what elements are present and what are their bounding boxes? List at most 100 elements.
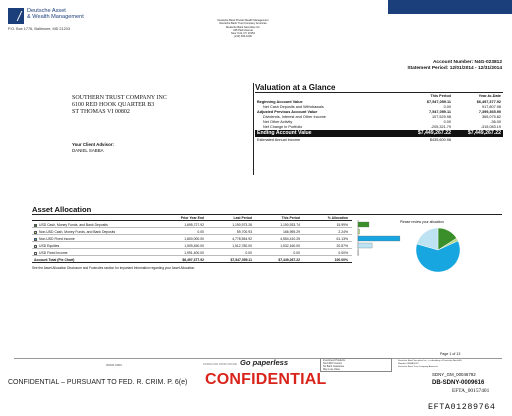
allocation-chart [357, 220, 461, 273]
page-number: Page 1 of 13 [440, 352, 461, 356]
logo-line1: Deutsche Asset [27, 8, 66, 14]
bank-line: 345 Park Avenue [233, 28, 253, 32]
col-year-to-date: Year-to-Date [478, 94, 501, 98]
allocation-bar [357, 235, 401, 242]
allocation-this: 166,959.29 [283, 230, 300, 234]
valuation-label: Ending Account Value [257, 130, 312, 136]
valuation-label: Dividends, Interest and Other Income [263, 115, 326, 119]
account-info: Account Number: N4G-023812 Statement Per… [330, 60, 502, 72]
allocation-total-row: Account Total (Pie Chart) $6,497,377.92 $7… [32, 257, 352, 263]
bank-address-block: Deutsche Bank Private Wealth Management … [202, 19, 284, 39]
allocation-row: Non-USD Cash, Money Funds, and Bank Depo… [32, 229, 352, 235]
allocation-total-last: $7,547,059.11 [230, 258, 253, 262]
valuation-label: Estimated Annual Income [257, 138, 301, 142]
allocation-this: 0.00 [293, 251, 300, 255]
bates-sdny-gm: SDNY_GM_00046792 [432, 372, 476, 377]
allocation-this: 1,190,933.74 [280, 223, 300, 227]
address-line2: ST THOMAS VI 00802 [72, 109, 130, 116]
valuation-label: Net Change in Portfolio [263, 125, 303, 129]
legend-swatch-icon [34, 251, 37, 255]
allocation-prior: 1,509,450.00 [184, 244, 204, 248]
allocation-last: 1,512,780.00 [232, 244, 252, 248]
allocation-total-this: $7,449,267.22 [278, 258, 300, 262]
bates-db-sdny: DB-SDNY-0009616 [432, 380, 485, 386]
valuation-title: Valuation at a Glance [255, 83, 336, 92]
valuation-this-period: 0.00 [443, 105, 451, 109]
footer-rule [14, 358, 502, 359]
paperless-caption: DOWNLOAD FROM ONLINE [203, 363, 238, 366]
allocation-pct: 2.24% [338, 230, 348, 234]
investment-disclosure-box: Investment Products: Not FDIC Insured No… [320, 358, 392, 372]
allocation-this: 4,554,410.25 [280, 237, 300, 241]
header-blue-band [388, 0, 512, 14]
valuation-ytd: 7,399,365.90 [478, 110, 501, 114]
confidential-legend: CONFIDENTIAL – PURSUANT TO FED. R. CRIM.… [8, 379, 188, 386]
asset-allocation-title: Asset Allocation [32, 205, 92, 214]
valuation-divider [253, 83, 254, 175]
address-name: SOUTHERN TRUST COMPANY INC [72, 95, 167, 101]
allocation-label: Non-USD Fixed Income [34, 236, 75, 242]
pie-slice [416, 227, 439, 251]
valuation-row: Net Other Activity 0.00 -36.00 [255, 120, 503, 125]
allocation-last: 1,190,973.26 [232, 223, 252, 227]
valuation-this-period: 0.00 [443, 120, 451, 124]
legal-line: Deutsche Bank Trust Company Americas [398, 365, 438, 368]
allocation-total-pct: 100.00% [334, 258, 348, 262]
allocation-bar [357, 249, 359, 256]
valuation-ytd: -315,083.19 [480, 125, 501, 129]
deutsche-bank-logo-icon [8, 8, 24, 24]
allocation-pct: 0.00% [338, 251, 348, 255]
allocation-label-text: USD Fixed Income [39, 251, 68, 255]
valuation-row: Dividends, Interest and Other Income 107,… [255, 115, 503, 120]
allocation-label: Non-USD Cash, Money Funds, and Bank Depo… [34, 229, 115, 235]
valuation-this-period: 107,529.98 [431, 115, 451, 119]
disclosure-line: Not FDIC Insured [323, 362, 342, 365]
legal-line: Member FINRA/SIPC [398, 362, 419, 365]
pie-slice [415, 240, 461, 273]
legal-line: Deutsche Bank Securities Inc., a subsidi… [398, 360, 462, 362]
bates-efta: EFTA01289764 [428, 402, 496, 412]
col-pct-allocation: % Allocation [327, 216, 348, 220]
allocation-last: 4,778,554.92 [232, 237, 252, 241]
allocation-bar [357, 228, 360, 235]
statement-period: Statement Period: 12/01/2014 - 12/31/201… [407, 66, 502, 72]
asset-allocation-rule [32, 214, 502, 215]
confidential-stamp: CONFIDENTIAL [205, 371, 327, 388]
valuation-label: Beginning Account Value [257, 100, 303, 104]
allocation-header-row: Prior Year End Last Period This Period %… [32, 215, 352, 221]
allocation-label-text: USD Equities [39, 244, 60, 248]
mailing-address: SOUTHERN TRUST COMPANY INC 6100 RED HOOK… [72, 95, 167, 117]
bank-line: Deutsche Bank Securities Inc. [225, 25, 261, 29]
disclosure-line: May Lose Value [323, 368, 340, 371]
valuation-ytd: 917,807.98 [481, 105, 501, 109]
advisor-name: DANIEL SABBA [72, 147, 104, 153]
valuation-row: Adjusted Previous Account Value 7,547,059… [255, 110, 503, 115]
return-address: P.O. Box 1776, Baltimore, MD 21203 [8, 27, 70, 31]
bank-line: Deutsche Bank Private Wealth Management [217, 19, 269, 22]
allocation-total-label: Account Total (Pie Chart) [34, 258, 75, 262]
go-paperless-text: Go paperless [240, 358, 289, 367]
col-prior-year-end: Prior Year End [180, 216, 204, 220]
col-last-period: Last Period [233, 216, 252, 220]
valuation-row: Estimated Annual Income $435,600.98 [255, 138, 503, 143]
valuation-header-row: This Period Year-to-Date [255, 94, 503, 99]
valuation-label: Net Cash Deposits and Withdrawals [263, 105, 324, 109]
allocation-prior: 1,991,400.00 [184, 251, 204, 255]
col-this-period: This Period [430, 94, 451, 98]
allocation-row: USD Fixed Income 1,991,400.00 0.00 0.00 0.00… [32, 250, 352, 256]
logo-wordmark: Deutsche Asset & Wealth Management [27, 8, 97, 20]
valuation-row: Beginning Account Value $7,547,059.11 $6,4… [255, 100, 503, 105]
allocation-pct: 20.57% [336, 244, 349, 248]
valuation-rule [255, 92, 503, 93]
advisor-label: Your Client Advisor: [72, 142, 114, 147]
legend-swatch-icon [34, 230, 37, 234]
col-this-period: This Period [281, 216, 300, 220]
valuation-this-period: $435,600.98 [429, 138, 451, 142]
legend-swatch-icon [34, 244, 37, 248]
allocation-pct: 61.13% [336, 237, 349, 241]
bank-line: (212) 454-1000 [234, 35, 252, 39]
disclosure-line: Investment Products: [323, 359, 346, 362]
disclosure-line: No Bank Guarantee [323, 365, 345, 368]
logo-line2: & Wealth Management [27, 14, 84, 21]
allocation-row: Non-USD Fixed Income 1,800,000.00 4,778,55… [32, 236, 352, 242]
